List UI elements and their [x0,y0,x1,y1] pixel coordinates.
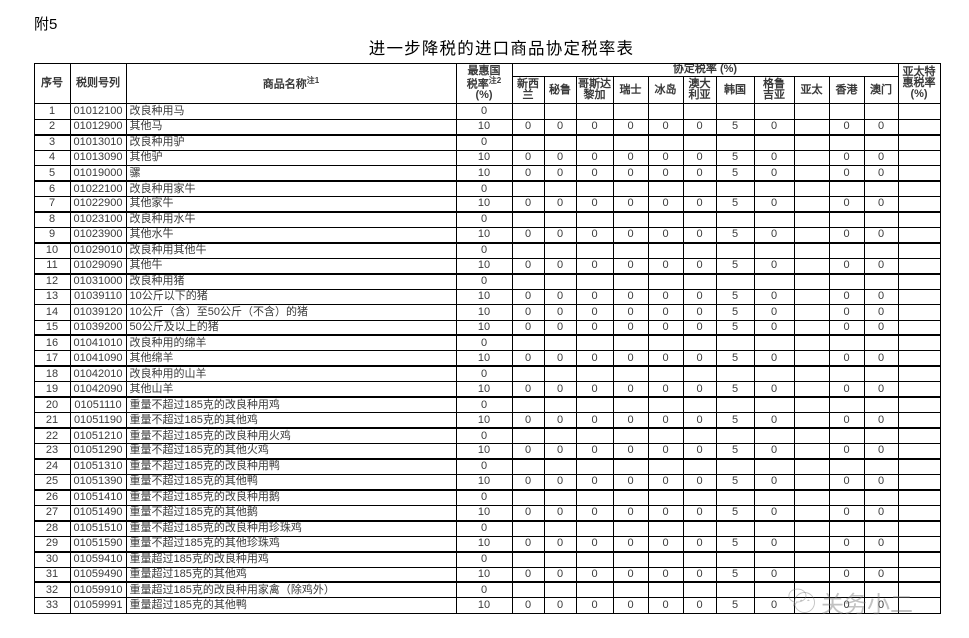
svg-text:关务小二: 关务小二 [821,591,913,617]
